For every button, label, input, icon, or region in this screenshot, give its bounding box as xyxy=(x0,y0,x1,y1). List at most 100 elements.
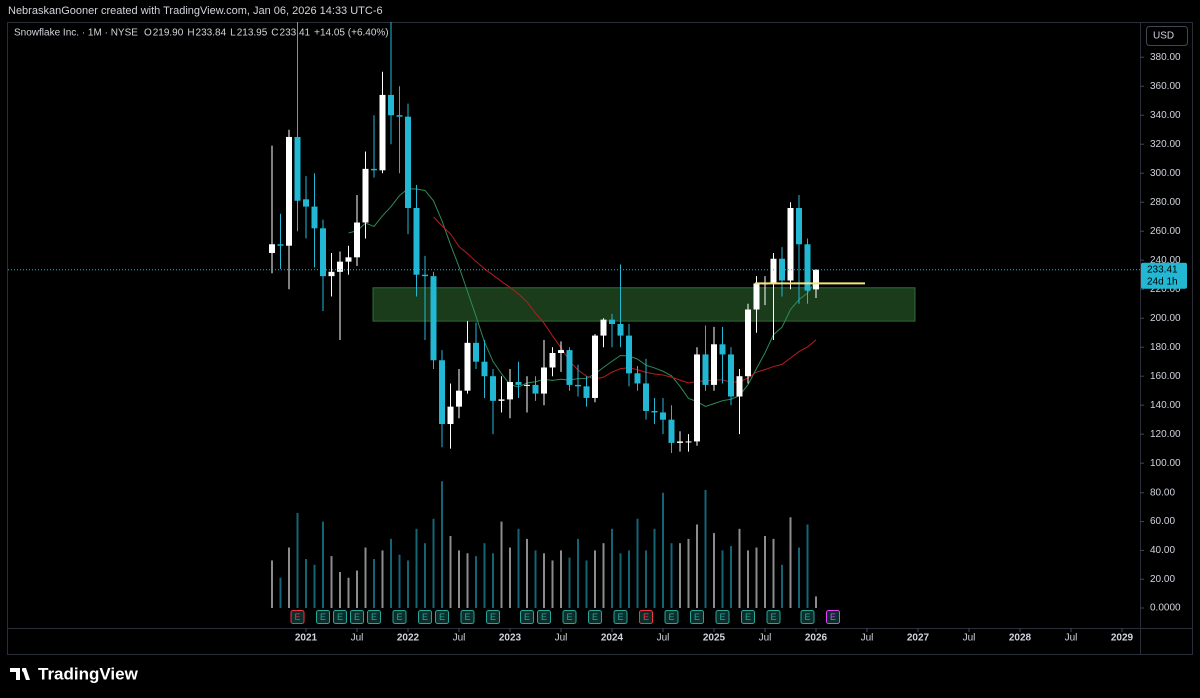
volume-bar xyxy=(687,538,690,608)
earnings-box xyxy=(766,610,781,624)
earnings-label: E xyxy=(320,612,326,622)
x-tick-label: Jul xyxy=(657,633,670,644)
volume-bar xyxy=(492,553,494,608)
volume-bar xyxy=(288,547,290,608)
volume-bar xyxy=(347,577,350,608)
earnings-label: E xyxy=(592,612,598,622)
earnings-label: E xyxy=(422,612,428,622)
candle-body xyxy=(770,258,777,284)
earnings-marker: E xyxy=(486,610,500,624)
earnings-label: E xyxy=(719,612,725,622)
volume-bar xyxy=(475,556,477,608)
chart-frame xyxy=(7,22,1193,655)
volume-bar xyxy=(721,550,724,608)
candle-body xyxy=(558,350,564,353)
candle-body xyxy=(677,441,683,443)
x-tick-label: 2022 xyxy=(397,633,420,644)
candle-body xyxy=(379,94,386,171)
volume-bar xyxy=(517,528,520,608)
earnings-label: E xyxy=(464,612,470,622)
volume-bar xyxy=(653,528,656,608)
candle-body xyxy=(286,136,292,246)
symbol: Snowflake Inc. · 1M · NYSE xyxy=(14,28,138,39)
volume-bar xyxy=(458,550,460,608)
legend-change: +14.05 (+6.40%) xyxy=(314,28,389,39)
x-tick-label: Jul xyxy=(555,633,568,644)
volume-bar xyxy=(415,528,418,608)
volume-bar xyxy=(373,559,375,608)
earnings-marker: E xyxy=(537,610,551,624)
volume-tick-label: 0.0000 xyxy=(1150,603,1181,614)
earnings-label: E xyxy=(371,612,377,622)
candle-body xyxy=(320,228,326,277)
volume-bar xyxy=(594,550,596,608)
candle-body xyxy=(711,344,717,385)
volume-bar xyxy=(781,564,783,608)
y-tick-label: 200.00 xyxy=(1150,313,1181,324)
volume-bar xyxy=(339,572,341,608)
earnings-marker: E xyxy=(418,610,432,624)
candle-body xyxy=(464,342,471,391)
x-tick-label: Jul xyxy=(861,633,874,644)
volume-bar xyxy=(543,553,545,608)
y-tick-label: 160.00 xyxy=(1150,371,1181,382)
candle-body xyxy=(592,335,598,398)
earnings-label: E xyxy=(566,612,572,622)
candle-body xyxy=(481,361,488,377)
earnings-box xyxy=(350,610,364,624)
earnings-marker: E xyxy=(290,610,305,624)
candle-body xyxy=(507,381,513,400)
y-tick-label: 360.00 xyxy=(1150,81,1181,92)
earnings-box xyxy=(741,610,755,624)
candle-body xyxy=(405,116,411,209)
candle-body xyxy=(498,399,505,401)
volume-bar xyxy=(636,518,639,608)
y-tick-label: 380.00 xyxy=(1150,52,1181,63)
earnings-marker: E xyxy=(826,610,840,624)
candle-body xyxy=(702,354,709,385)
y-tick-label: 280.00 xyxy=(1150,197,1181,208)
volume-bar xyxy=(747,550,749,608)
candle-body xyxy=(796,208,802,245)
volume-bar xyxy=(407,560,409,608)
volume-bar xyxy=(390,538,392,608)
candle-body xyxy=(685,441,692,443)
candle-body xyxy=(362,168,369,223)
volume-bar xyxy=(296,512,299,608)
candle-body xyxy=(294,136,301,201)
candle-body xyxy=(430,276,437,361)
y-tick-label: 300.00 xyxy=(1150,168,1181,179)
earnings-marker: E xyxy=(588,610,602,624)
candle-body xyxy=(524,384,530,386)
currency-button[interactable] xyxy=(1146,26,1188,46)
volume-bar xyxy=(398,554,401,608)
candle-body xyxy=(804,244,811,291)
earnings-label: E xyxy=(541,612,547,622)
candle-body xyxy=(328,271,335,277)
candle-body xyxy=(413,208,420,275)
candle-body xyxy=(447,406,454,425)
earnings-marker: E xyxy=(333,610,347,624)
earnings-box xyxy=(486,610,500,624)
candle-body xyxy=(337,261,343,272)
volume-bar xyxy=(577,538,579,608)
candle-body xyxy=(473,342,479,362)
volume-bar xyxy=(806,524,809,608)
volume-bar xyxy=(619,553,622,608)
earnings-marker: E xyxy=(392,610,407,624)
earnings-box xyxy=(639,610,653,624)
earnings-box xyxy=(392,610,407,624)
earnings-marker: E xyxy=(690,610,704,624)
candle-body xyxy=(277,244,284,246)
earnings-marker: E xyxy=(664,610,679,624)
currency: USD xyxy=(1153,31,1174,42)
candle-body xyxy=(813,269,819,290)
earnings-label: E xyxy=(770,612,776,622)
volume-bar xyxy=(322,521,324,608)
support-zone xyxy=(372,287,916,322)
countdown: 24d 1h xyxy=(1147,276,1178,287)
legend-value: 233.41 xyxy=(280,28,311,39)
